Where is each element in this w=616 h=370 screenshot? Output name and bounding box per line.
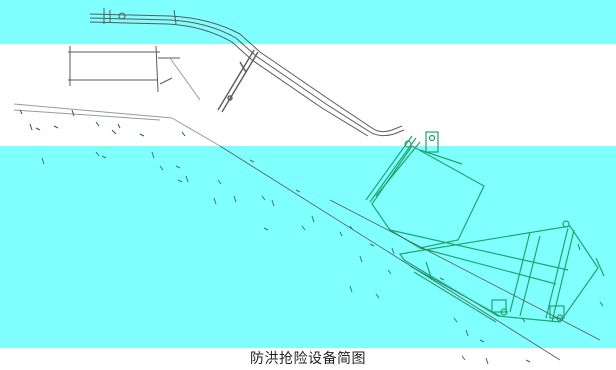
hatch-marks-bottom <box>461 355 531 365</box>
diagonal-strut <box>217 49 259 113</box>
slope-lines <box>13 57 221 147</box>
main-cyan-band <box>0 146 616 348</box>
slope-reference <box>219 145 601 361</box>
hatch-marks-slope <box>41 151 604 343</box>
caption-occlusion <box>220 350 242 364</box>
cable-end-connector <box>103 8 177 25</box>
hatch-marks-top <box>19 109 186 137</box>
diagram-caption: 防洪抢险设备简图 <box>250 351 366 367</box>
green-equipment <box>365 131 605 323</box>
left-frame <box>68 45 180 93</box>
